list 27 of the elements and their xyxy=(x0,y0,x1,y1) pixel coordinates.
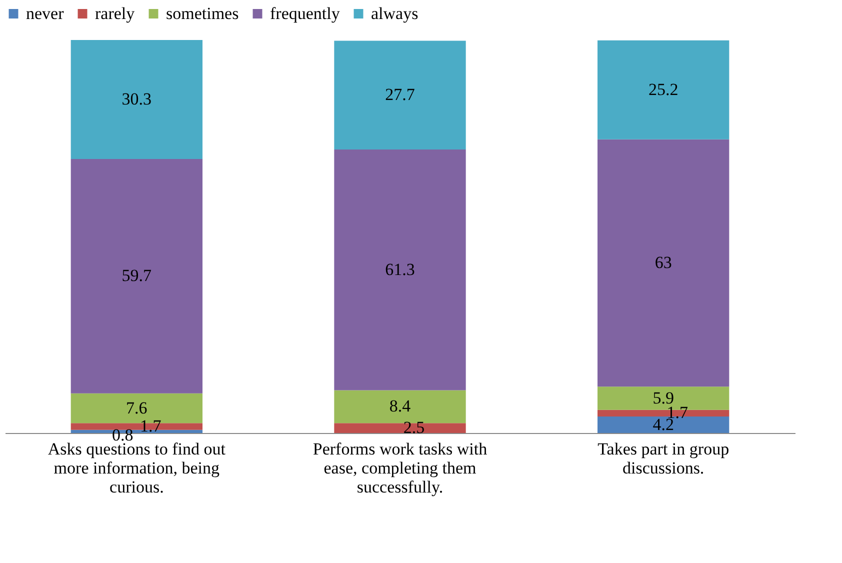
legend-label: always xyxy=(371,4,418,23)
data-label: 59.7 xyxy=(122,266,152,286)
legend-label: never xyxy=(26,4,64,23)
bar xyxy=(598,139,730,387)
data-label: 7.6 xyxy=(126,398,148,418)
legend-label: rarely xyxy=(95,4,136,23)
x-tick-label: Takes part in group discussions. xyxy=(598,440,730,478)
data-label: 2.5 xyxy=(403,418,425,438)
bar xyxy=(70,158,202,394)
legend-label: sometimes xyxy=(166,4,239,23)
legend-label: frequently xyxy=(270,4,340,23)
data-label: 5.9 xyxy=(652,388,674,408)
bar xyxy=(334,150,466,390)
x-tick-label: Performs work tasks with ease, completing them successfully. xyxy=(312,440,488,496)
data-label: 8.4 xyxy=(389,396,412,416)
data-label: 30.3 xyxy=(122,89,152,108)
x-tick-label: Asks questions to find out more information, being curious. xyxy=(48,440,226,496)
bar xyxy=(598,416,730,433)
bar xyxy=(334,390,466,424)
data-label: 27.7 xyxy=(385,85,416,104)
bar xyxy=(598,40,730,140)
data-label: 25.2 xyxy=(648,80,678,99)
bar xyxy=(334,423,466,433)
bar xyxy=(70,40,202,159)
data-label: 61.3 xyxy=(385,260,415,279)
data-label: 63 xyxy=(654,253,672,272)
bar xyxy=(334,40,466,150)
